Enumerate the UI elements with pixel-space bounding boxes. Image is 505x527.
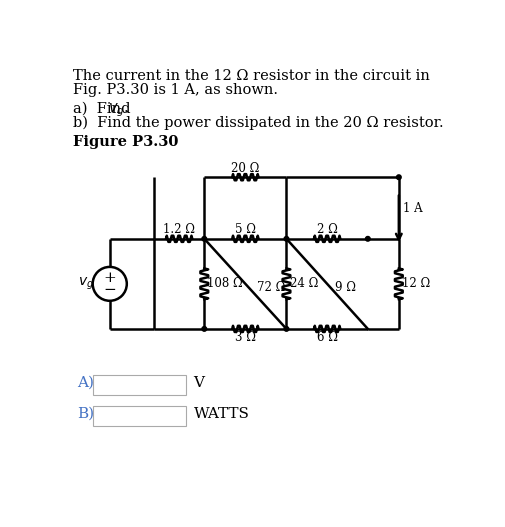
- Text: 72 Ω: 72 Ω: [257, 281, 285, 294]
- Text: $v_g$: $v_g$: [78, 276, 94, 292]
- Circle shape: [201, 237, 206, 241]
- Text: 20 Ω: 20 Ω: [231, 162, 259, 175]
- Text: 24 Ω: 24 Ω: [289, 277, 317, 290]
- Text: Figure P3.30: Figure P3.30: [72, 135, 178, 149]
- Circle shape: [365, 237, 370, 241]
- Text: The current in the 12 Ω resistor in the circuit in: The current in the 12 Ω resistor in the …: [72, 70, 429, 83]
- Text: 6 Ω: 6 Ω: [316, 331, 337, 344]
- Text: +: +: [103, 271, 116, 285]
- Circle shape: [284, 327, 288, 331]
- Circle shape: [396, 175, 400, 180]
- Text: 1.2 Ω: 1.2 Ω: [163, 223, 195, 237]
- Text: V: V: [193, 376, 204, 390]
- Text: 12 Ω: 12 Ω: [401, 277, 429, 290]
- Text: b)  Find the power dissipated in the 20 Ω resistor.: b) Find the power dissipated in the 20 Ω…: [72, 115, 442, 130]
- Text: −: −: [103, 283, 116, 297]
- Circle shape: [284, 237, 288, 241]
- FancyBboxPatch shape: [92, 375, 185, 395]
- Text: 5 Ω: 5 Ω: [234, 223, 256, 237]
- Text: B): B): [77, 407, 94, 421]
- Text: 3 Ω: 3 Ω: [234, 331, 256, 344]
- Text: $v_g$.: $v_g$.: [108, 102, 129, 119]
- Circle shape: [201, 327, 206, 331]
- Text: 1 A: 1 A: [402, 201, 422, 214]
- Text: 2 Ω: 2 Ω: [316, 223, 337, 237]
- Text: WATTS: WATTS: [193, 407, 249, 421]
- Text: 9 Ω: 9 Ω: [334, 281, 355, 294]
- Text: 108 Ω: 108 Ω: [207, 277, 243, 290]
- Text: a)  Find: a) Find: [72, 102, 134, 116]
- Text: A): A): [77, 376, 94, 390]
- Text: Fig. P3.30 is 1 A, as shown.: Fig. P3.30 is 1 A, as shown.: [72, 83, 277, 97]
- FancyBboxPatch shape: [92, 406, 185, 426]
